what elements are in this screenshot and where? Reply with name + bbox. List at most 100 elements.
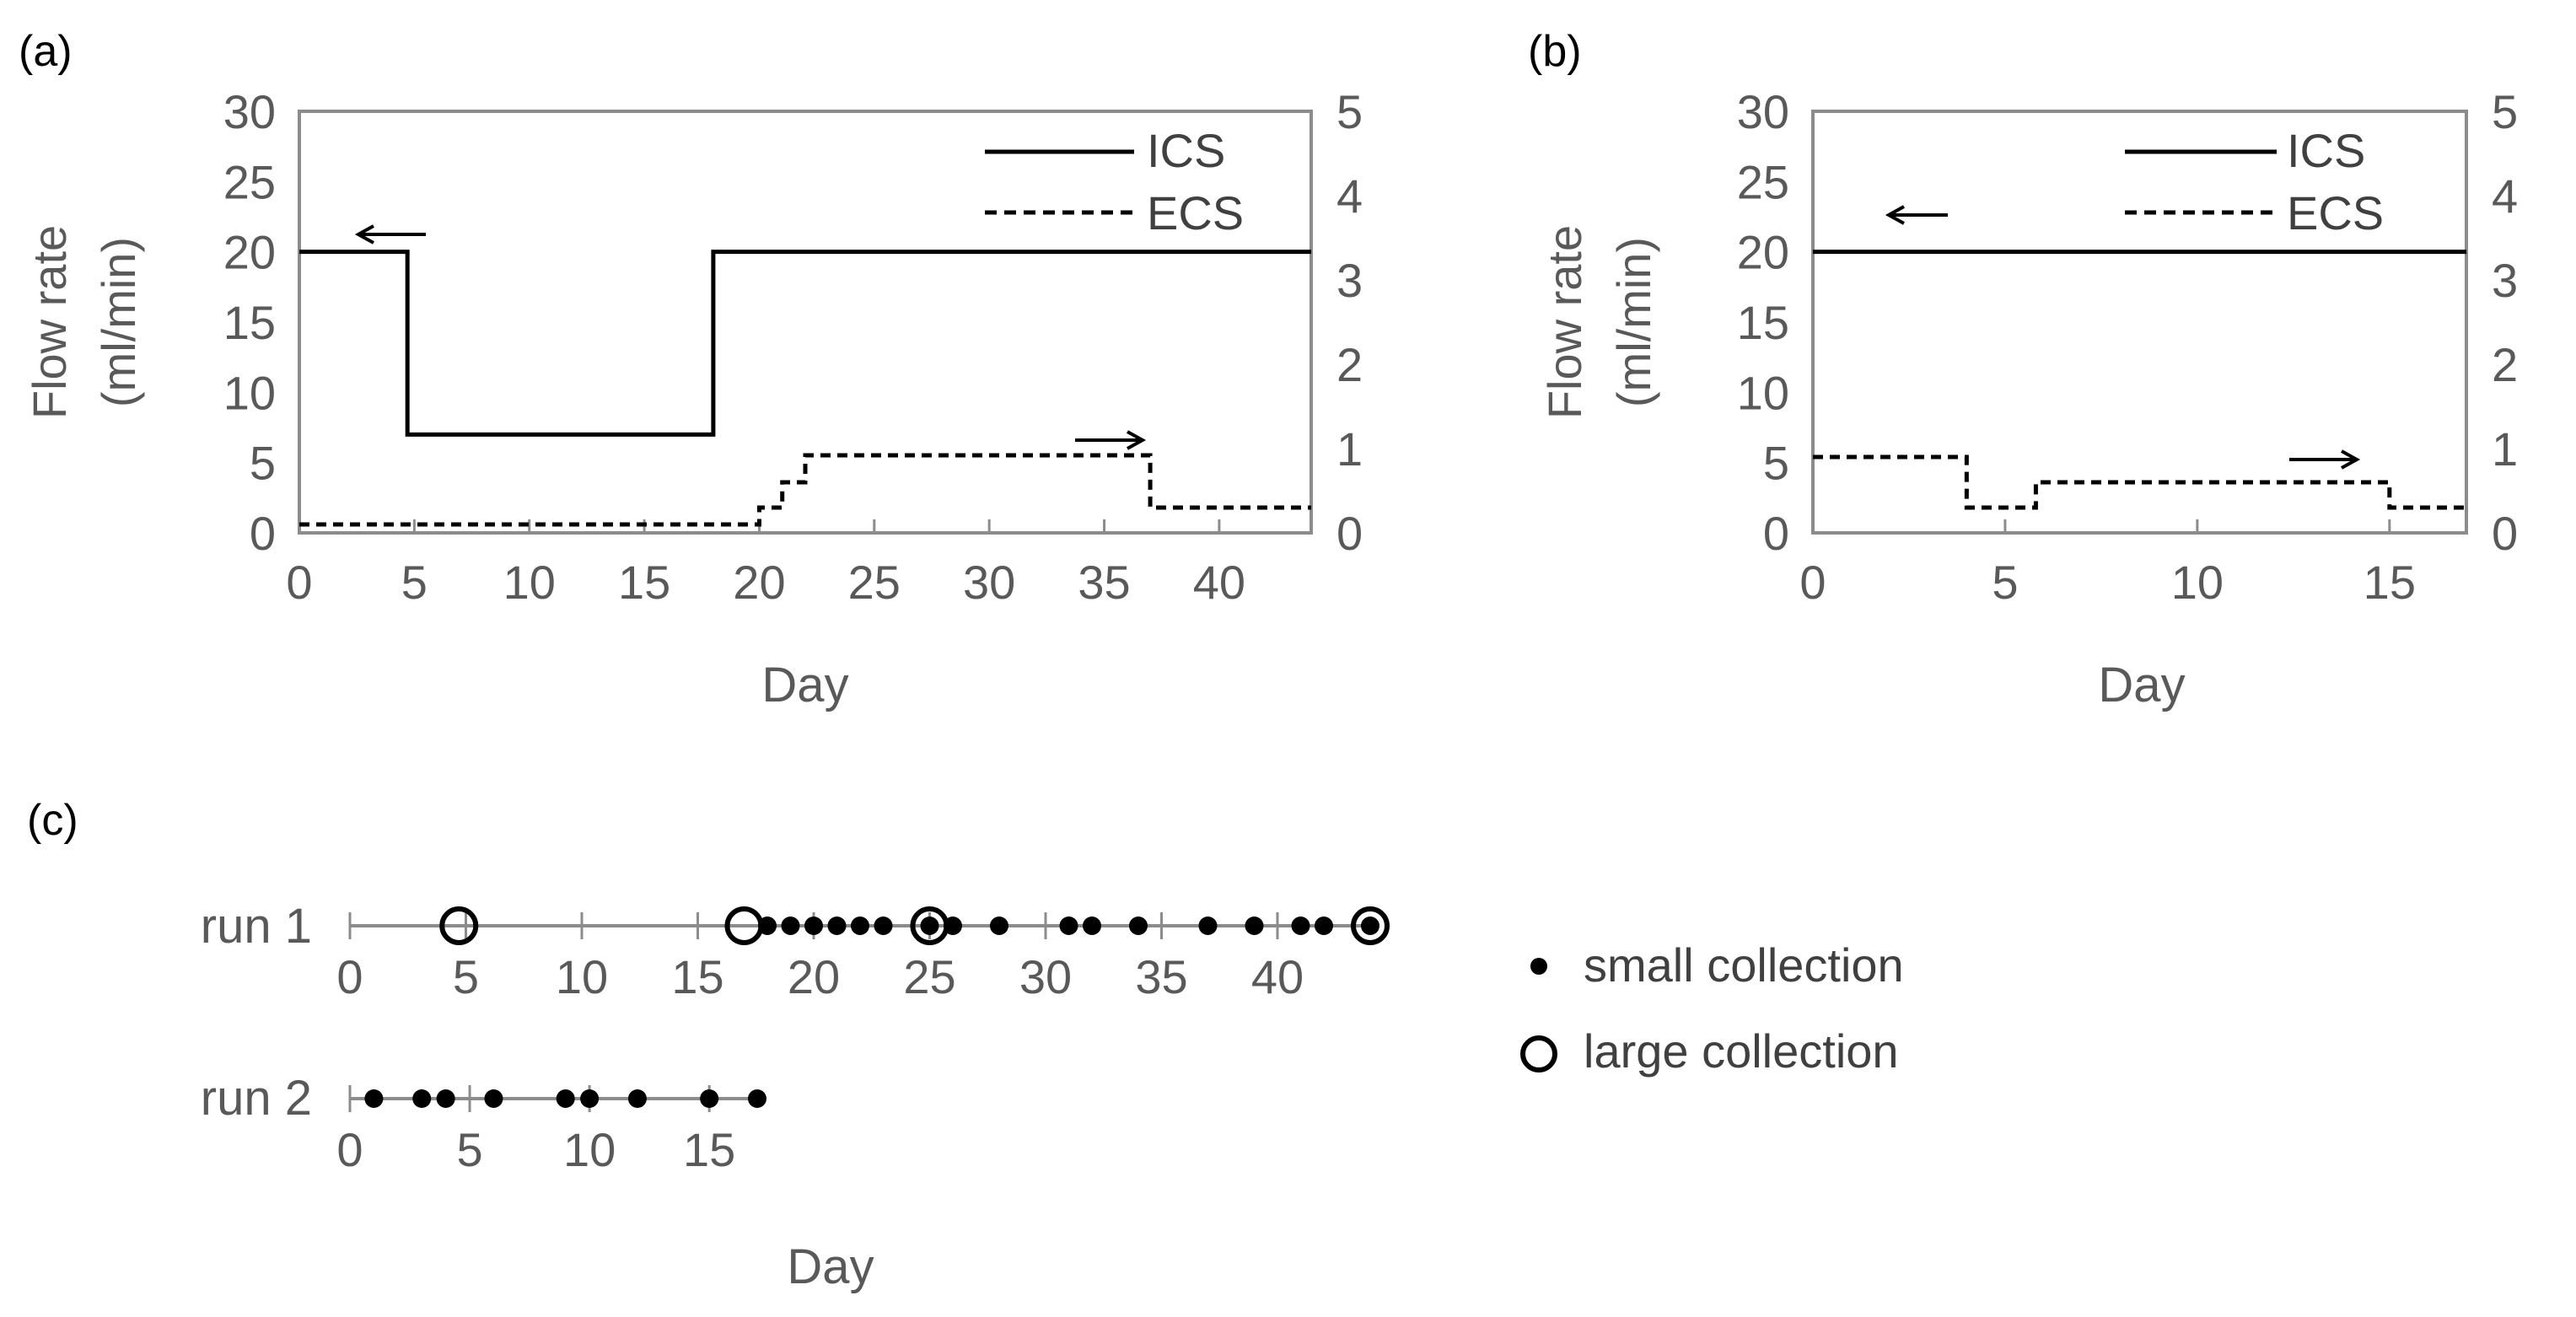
panel-a-ytick-label: 15: [223, 296, 276, 349]
panel-a-y2tick-label: 0: [1336, 507, 1363, 560]
panel-a-xtick-label: 0: [286, 556, 312, 609]
panel-b-ytick-label: 25: [1737, 155, 1789, 208]
panel-b-arrowhead-left-icon: [1885, 205, 1905, 225]
panel-a-ytick-label: 25: [223, 155, 276, 208]
legend-large-label: large collection: [1584, 1024, 1899, 1078]
panel-a-xtick-label: 30: [963, 556, 1015, 609]
run1-xtick-label: 40: [1251, 950, 1304, 1003]
run1-large-collection-point: [1351, 906, 1390, 945]
run1-small-collection-point: [1245, 917, 1264, 935]
run1-small-collection-point: [990, 917, 1008, 935]
run1-xtick-label: 25: [903, 950, 955, 1003]
run1-small-collection-point: [1361, 917, 1379, 935]
panel-a-xtick-label: 10: [503, 556, 556, 609]
run2-small-collection-point: [748, 1089, 766, 1108]
panel-b-ylabel-2: (ml/min): [1607, 237, 1660, 407]
panel-a-xtick-label: 5: [401, 556, 428, 609]
run1-label: run 1: [201, 899, 312, 954]
panel-b-ylabel-1: Flow rate: [1538, 225, 1591, 419]
panel-a-xtick-label: 20: [733, 556, 785, 609]
run1-small-collection-point: [1083, 917, 1101, 935]
panel-a-xtick-label: 40: [1193, 556, 1245, 609]
panel-a-xtick-label: 15: [618, 556, 670, 609]
panel-b-ytick-label: 0: [1763, 507, 1789, 560]
panel-a-ytick-label: 10: [223, 366, 276, 419]
run1-small-collection-point: [1059, 917, 1078, 935]
panel-a-y2tick-label: 5: [1336, 85, 1363, 138]
run1-small-collection-point: [1129, 917, 1148, 935]
panel-a-ytick-label: 20: [223, 226, 276, 279]
panel-b-ytick-label: 20: [1737, 226, 1789, 279]
run2-small-collection-point: [412, 1089, 432, 1108]
run2-label: run 2: [201, 1071, 312, 1126]
panel-b-ytick-label: 5: [1763, 437, 1789, 490]
run1-xtick-label: 20: [788, 950, 840, 1003]
panel-b-xtick-label: 15: [2364, 556, 2416, 609]
run2-xtick-label: 0: [336, 1123, 363, 1176]
panel-b-series-ecs: [1813, 454, 2466, 510]
run1-small-collection-point: [1315, 917, 1333, 935]
run1-large-collection-point: [910, 906, 949, 945]
panel-a-y2tick-label: 3: [1336, 254, 1363, 307]
panel-b-legend-ecs: ECS: [2287, 186, 2384, 239]
run1-small-collection-point: [874, 917, 893, 935]
run1-small-collection-point: [827, 917, 847, 935]
panel-a-label: (a): [19, 27, 73, 76]
panel-b-arrowhead-right-icon: [2341, 449, 2361, 470]
run1-small-collection-point: [781, 917, 800, 935]
run2-small-collection-point: [556, 1089, 575, 1108]
panel-b-y2tick-label: 3: [2492, 254, 2518, 307]
panel-a-series-ecs: [299, 453, 1311, 527]
panel-a-xtick-label: 25: [848, 556, 901, 609]
panel-c: (c) run 1 run 2 0 5 10 15 20 25 30 35 40 0 5 10 15 …: [27, 796, 1904, 1294]
panel-a-arrowhead-left-icon: [354, 224, 374, 245]
panel-a-ytick-label: 5: [250, 437, 276, 490]
panel-b-y2tick-label: 0: [2492, 507, 2518, 560]
run1-small-collection-point: [1291, 917, 1310, 935]
run1-small-collection-point: [1198, 917, 1218, 935]
panel-b-ytick-label: 10: [1737, 366, 1789, 419]
panel-a-series-ics: [299, 250, 1311, 437]
panel-a: (a) 0 5 10 15 20 25 30 0 1 2 3 4 5 0 5 10 15 20 25 30 35 40…: [19, 27, 1363, 712]
panel-a-ytick-label: 0: [250, 507, 276, 560]
panel-a-ylabel-1: Flow rate: [23, 225, 76, 419]
legend-large-marker: [1520, 1035, 1557, 1072]
panel-a-ylabel-2: (ml/min): [92, 237, 145, 407]
panel-b-label: (b): [1528, 27, 1582, 76]
legend-small-marker: [1530, 958, 1547, 975]
run2-small-collection-point: [700, 1089, 719, 1108]
run1-xtick-label: 30: [1019, 950, 1072, 1003]
run1-small-collection-point: [804, 917, 823, 935]
panel-c-xlabel: Day: [787, 1239, 874, 1294]
run1-xtick-label: 35: [1135, 950, 1187, 1003]
run1-small-collection-point: [920, 917, 939, 935]
run1-large-collection-point: [724, 906, 764, 945]
panel-b-ytick-label: 15: [1737, 296, 1789, 349]
panel-a-plot-frame: [298, 110, 1313, 535]
run2-small-collection-point: [580, 1089, 600, 1108]
panel-b: (b) 0 5 10 15 20 25 30 0 1 2 3 4 5 0 5 10 15 Flow rate…: [1528, 27, 2518, 712]
panel-a-arrowhead-right-icon: [1127, 430, 1147, 450]
panel-a-ytick-label: 30: [223, 85, 276, 138]
panel-b-xtick-label: 5: [1992, 556, 2018, 609]
panel-b-y2tick-label: 1: [2492, 422, 2518, 476]
run1-small-collection-point: [851, 917, 869, 935]
panel-a-y2tick-label: 2: [1336, 338, 1363, 391]
panel-a-xlabel: Day: [761, 658, 848, 712]
run1-xtick-label: 15: [671, 950, 723, 1003]
run2-small-collection-point: [627, 1089, 647, 1108]
run2-small-collection-point: [484, 1089, 503, 1108]
panel-b-xtick-label: 10: [2171, 556, 2224, 609]
run2-small-collection-point: [364, 1089, 384, 1108]
run2-xtick-label: 15: [683, 1123, 735, 1176]
run2-xtick-label: 5: [456, 1123, 482, 1176]
panel-a-legend-ics: ICS: [1147, 124, 1225, 177]
panel-b-y2tick-label: 2: [2492, 338, 2518, 391]
run1-xtick-label: 5: [453, 950, 479, 1003]
panel-b-y2tick-label: 5: [2492, 85, 2518, 138]
panel-b-xlabel: Day: [2098, 658, 2185, 712]
run1-large-collection-point: [439, 906, 479, 945]
panel-a-y2tick-label: 1: [1336, 422, 1363, 476]
run1-xtick-label: 10: [556, 950, 608, 1003]
